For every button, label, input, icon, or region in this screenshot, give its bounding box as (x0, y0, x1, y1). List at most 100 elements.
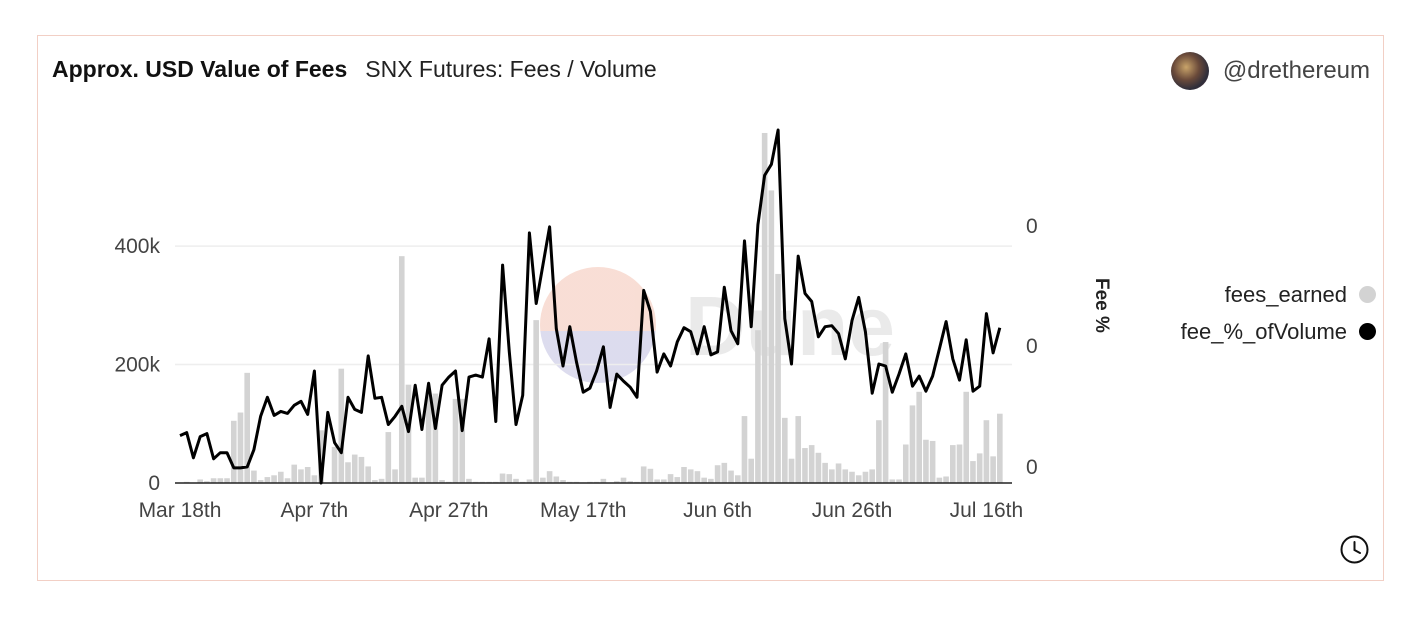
fees-bar (674, 477, 681, 483)
fees-bar (768, 190, 775, 483)
fees-bar (647, 468, 654, 483)
legend-item-fees-earned[interactable]: fees_earned (1181, 276, 1376, 313)
fees-bar (499, 473, 506, 483)
fees-bar (909, 405, 916, 483)
fees-bar (506, 474, 513, 483)
fees-bar (614, 481, 620, 483)
y2-tick-label: 0 (1026, 215, 1038, 238)
fees-bar (224, 478, 230, 483)
legend: fees_earned fee_%_ofVolume (1181, 276, 1376, 350)
fees-bar (667, 474, 674, 483)
chart-card (37, 35, 1384, 581)
y2-axis-label: Fee % (1091, 278, 1112, 333)
fees-bar (452, 398, 459, 483)
fees-bar (849, 471, 855, 483)
fees-bar (284, 478, 291, 483)
fees-bar (405, 384, 412, 483)
fees-bar (553, 476, 560, 483)
avatar (1170, 52, 1209, 90)
y2-tick-label: 0 (1026, 456, 1038, 479)
fees-bar (701, 477, 707, 483)
chart-title: Approx. USD Value of Fees (52, 56, 348, 82)
fees-bar (687, 469, 694, 483)
fees-bar (808, 445, 815, 483)
legend-item-fee-pct[interactable]: fee_%_ofVolume (1181, 313, 1376, 350)
fees-bar (936, 477, 943, 483)
fees-bar (244, 372, 250, 483)
fees-bar (755, 330, 761, 483)
fees-bar (782, 417, 788, 483)
chart-subtitle: SNX Futures: Fees / Volume (365, 56, 657, 82)
x-tick-label: Apr 7th (281, 499, 349, 522)
legend-label: fees_earned (1224, 281, 1347, 307)
fee-pct-line (179, 128, 1002, 485)
legend-swatch (1359, 286, 1376, 303)
fees-bar (842, 469, 849, 483)
fees-bar (728, 470, 734, 483)
fees-bar (943, 476, 949, 483)
fees-bar (956, 444, 963, 483)
fees-bar (311, 475, 318, 483)
fees-bar (923, 439, 929, 483)
fees-bar (882, 342, 889, 483)
fees-bar (526, 479, 533, 483)
fees-bar (412, 477, 418, 483)
fees-bar (788, 458, 795, 483)
fees-bar (419, 477, 425, 483)
legend-swatch (1359, 323, 1376, 340)
fees-bar (331, 446, 338, 483)
fees-bar (741, 416, 748, 483)
fees-bar (714, 465, 721, 483)
y-tick-label: 200k (114, 354, 160, 377)
fees-bar (540, 477, 546, 483)
fees-bar (627, 481, 634, 483)
fees-bar (761, 132, 768, 483)
fees-bar (620, 477, 627, 483)
fees-bar (271, 475, 277, 483)
fees-bar (600, 478, 607, 483)
fees-bar (291, 464, 298, 483)
fees-bar (976, 453, 983, 483)
author[interactable]: @drethereum (1170, 52, 1370, 90)
fees-bar (210, 478, 217, 483)
fees-bar (513, 478, 519, 483)
fees-bar (661, 479, 667, 483)
fees-bar (902, 444, 909, 483)
fees-bar (835, 463, 842, 483)
fees-bar (889, 479, 896, 483)
fees-bar (822, 462, 828, 483)
fees-bar (278, 471, 284, 483)
fees-bar (681, 467, 687, 483)
fees-bar (963, 391, 970, 483)
fees-bar (694, 471, 701, 483)
fees-bar (204, 481, 210, 483)
fees-bar (862, 471, 869, 483)
x-tick-label: Apr 27th (409, 499, 488, 522)
author-name[interactable]: @drethereum (1222, 57, 1370, 84)
fees-bar (983, 420, 990, 483)
fees-bar (251, 470, 257, 483)
x-tick-label: Mar 18th (139, 499, 222, 522)
fees-bar (230, 420, 237, 483)
fees-bar (533, 320, 539, 483)
fees-bar (815, 452, 822, 483)
fees-bar (378, 478, 385, 483)
clock-icon[interactable] (1339, 534, 1370, 565)
fees-bar (398, 256, 405, 483)
fees-bar (546, 471, 553, 483)
x-tick-label: May 17th (540, 499, 626, 522)
fees-bar (869, 469, 875, 483)
dune-watermark: Dune (540, 267, 895, 383)
fees-bar (970, 461, 976, 483)
fees-bar (560, 480, 566, 483)
fees-bar (257, 480, 264, 483)
fees-bar (734, 475, 741, 483)
fees-bar (345, 462, 351, 483)
fees-bar (990, 456, 996, 483)
fees-bar (372, 480, 378, 483)
fees-bar (318, 430, 324, 483)
fees-bar (896, 479, 902, 483)
y2-tick-label: 0 (1026, 335, 1038, 358)
fees-bar (654, 479, 660, 483)
